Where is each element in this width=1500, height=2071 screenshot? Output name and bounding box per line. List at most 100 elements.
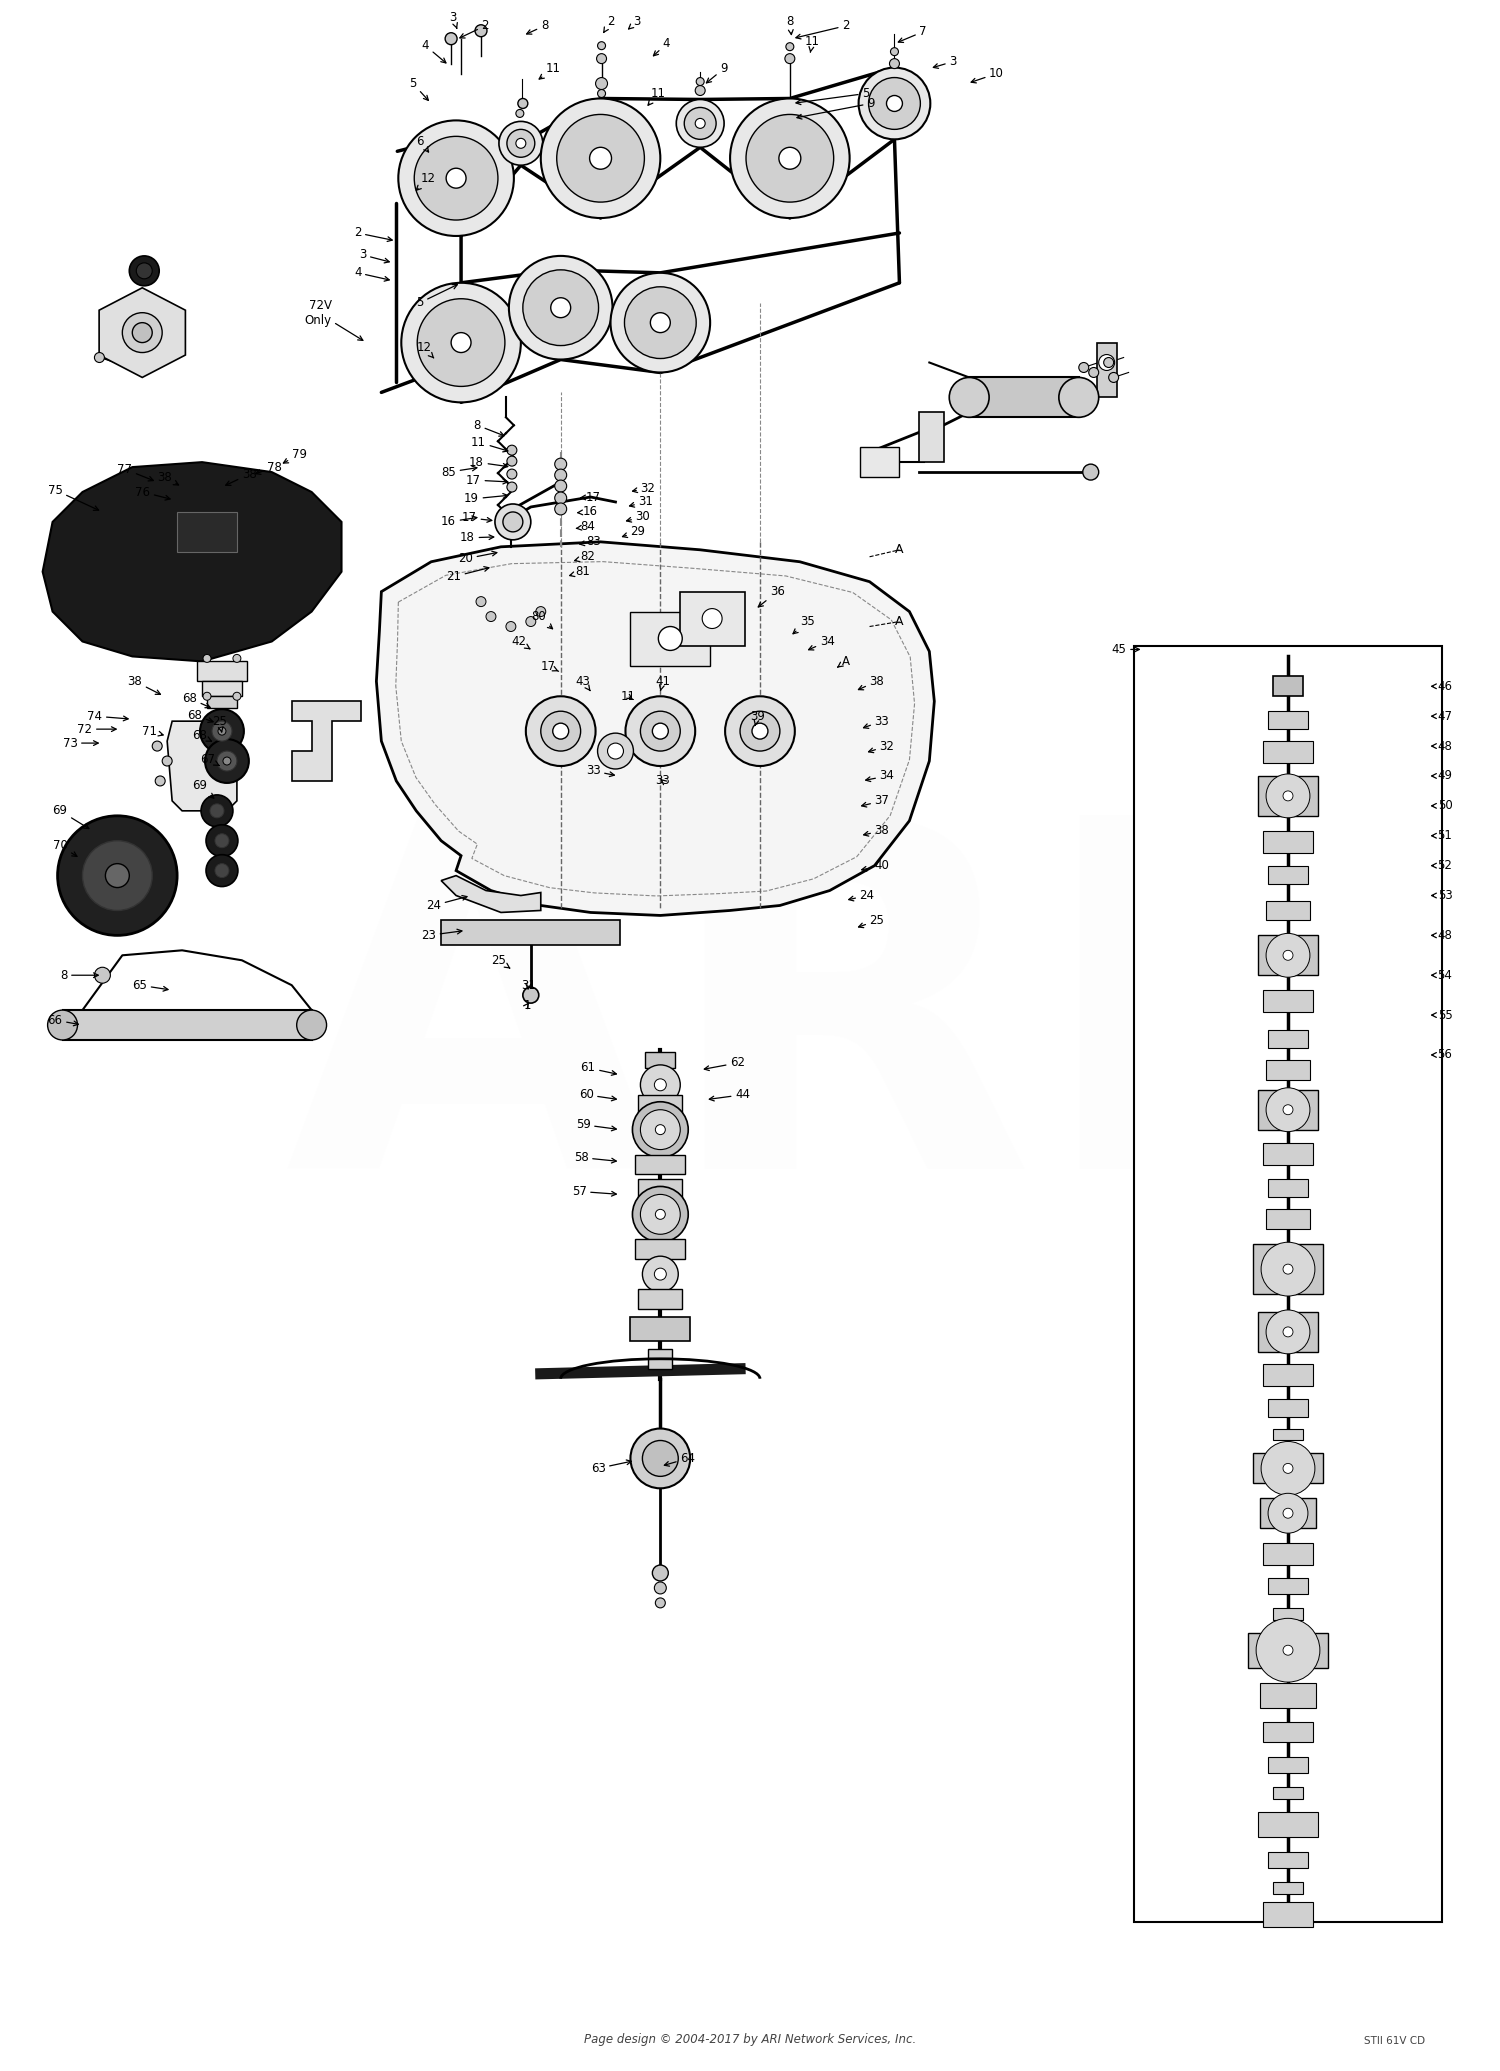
- Circle shape: [48, 1011, 78, 1040]
- Bar: [1263, 1901, 1312, 1926]
- Text: 3: 3: [628, 14, 640, 29]
- Bar: [1263, 1143, 1312, 1164]
- Circle shape: [507, 128, 536, 157]
- Text: 34: 34: [865, 770, 894, 783]
- Circle shape: [1089, 367, 1098, 377]
- Circle shape: [1059, 377, 1098, 416]
- Bar: [177, 512, 237, 551]
- Circle shape: [200, 708, 244, 754]
- Text: 4: 4: [354, 267, 388, 282]
- Circle shape: [536, 607, 546, 617]
- Bar: [636, 1238, 686, 1259]
- Bar: [639, 1180, 682, 1199]
- Text: 31: 31: [520, 980, 536, 992]
- Text: 38: 38: [225, 468, 256, 485]
- Bar: [645, 1052, 675, 1069]
- Text: 38: 38: [864, 824, 889, 837]
- Circle shape: [684, 108, 716, 139]
- Bar: [639, 1288, 682, 1309]
- Circle shape: [696, 77, 703, 85]
- Circle shape: [1282, 1328, 1293, 1338]
- Circle shape: [597, 41, 606, 50]
- Text: 18: 18: [470, 456, 509, 468]
- Circle shape: [676, 99, 724, 147]
- Circle shape: [652, 723, 669, 739]
- Bar: [1096, 342, 1116, 398]
- Circle shape: [506, 621, 516, 632]
- Text: 43: 43: [576, 675, 591, 692]
- Bar: [441, 920, 621, 944]
- Bar: [1134, 646, 1443, 1922]
- Text: A: A: [896, 543, 903, 557]
- Circle shape: [1078, 362, 1089, 373]
- Text: 5: 5: [410, 77, 429, 99]
- Text: 80: 80: [531, 611, 552, 630]
- Circle shape: [640, 1110, 681, 1149]
- Text: 17: 17: [542, 661, 558, 673]
- Circle shape: [414, 137, 498, 220]
- Circle shape: [214, 835, 230, 847]
- Text: 35: 35: [794, 615, 814, 634]
- Text: 78: 78: [256, 460, 282, 474]
- Bar: [1260, 1497, 1316, 1528]
- Text: 25: 25: [858, 913, 885, 928]
- Text: 64: 64: [664, 1452, 696, 1466]
- Bar: [1258, 1311, 1318, 1352]
- Text: 3: 3: [358, 249, 390, 263]
- Circle shape: [654, 1267, 666, 1280]
- Text: 61: 61: [580, 1060, 616, 1075]
- Bar: [1268, 710, 1308, 729]
- Circle shape: [640, 1064, 681, 1104]
- Text: 38: 38: [158, 470, 178, 485]
- Text: 16: 16: [578, 505, 597, 518]
- Circle shape: [507, 470, 518, 478]
- Bar: [1266, 1209, 1310, 1230]
- Text: 57: 57: [572, 1185, 616, 1197]
- Circle shape: [1282, 791, 1293, 801]
- Text: 25: 25: [211, 714, 226, 733]
- Text: 39: 39: [750, 710, 765, 725]
- Circle shape: [495, 503, 531, 541]
- Bar: [1258, 936, 1318, 975]
- Circle shape: [1266, 934, 1310, 978]
- Text: 5: 5: [796, 87, 870, 106]
- Bar: [1274, 677, 1304, 696]
- Circle shape: [590, 147, 612, 170]
- Circle shape: [652, 1566, 669, 1580]
- Text: 73: 73: [63, 737, 98, 750]
- Text: 77: 77: [117, 462, 153, 480]
- Circle shape: [136, 263, 152, 280]
- Bar: [639, 1096, 682, 1114]
- Circle shape: [1108, 373, 1119, 383]
- Circle shape: [206, 855, 238, 886]
- Text: 1: 1: [524, 998, 531, 1011]
- Circle shape: [597, 733, 633, 768]
- Bar: [1274, 1607, 1304, 1620]
- Circle shape: [105, 864, 129, 888]
- Bar: [636, 1154, 686, 1174]
- Text: 56: 56: [1431, 1048, 1452, 1062]
- Text: 79: 79: [284, 447, 306, 464]
- Text: 17: 17: [466, 474, 507, 487]
- Text: 41: 41: [656, 675, 670, 692]
- Text: 38: 38: [128, 675, 160, 694]
- Text: 21: 21: [446, 567, 489, 584]
- Text: 40: 40: [861, 859, 889, 872]
- Circle shape: [526, 617, 536, 628]
- Bar: [1266, 901, 1310, 920]
- Text: 24: 24: [849, 888, 874, 903]
- Text: 45: 45: [1112, 642, 1140, 657]
- Text: 30: 30: [627, 509, 650, 524]
- Text: 74: 74: [87, 710, 128, 723]
- Circle shape: [694, 85, 705, 95]
- Circle shape: [555, 493, 567, 503]
- Circle shape: [452, 333, 471, 352]
- Circle shape: [555, 458, 567, 470]
- Text: 55: 55: [1431, 1009, 1452, 1021]
- Circle shape: [1282, 1104, 1293, 1114]
- Text: 72V
Only: 72V Only: [304, 298, 363, 340]
- Text: 38: 38: [858, 675, 885, 690]
- Text: 4: 4: [422, 39, 446, 62]
- Circle shape: [555, 503, 567, 516]
- Circle shape: [656, 1599, 666, 1607]
